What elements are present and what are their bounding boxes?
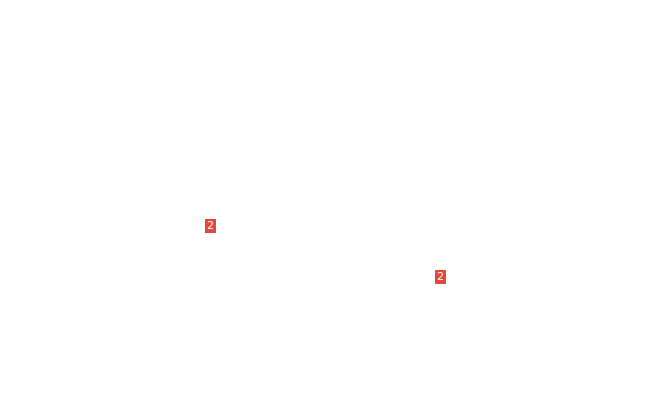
count-badge: 2 bbox=[205, 219, 216, 233]
count-badge: 2 bbox=[435, 270, 446, 284]
